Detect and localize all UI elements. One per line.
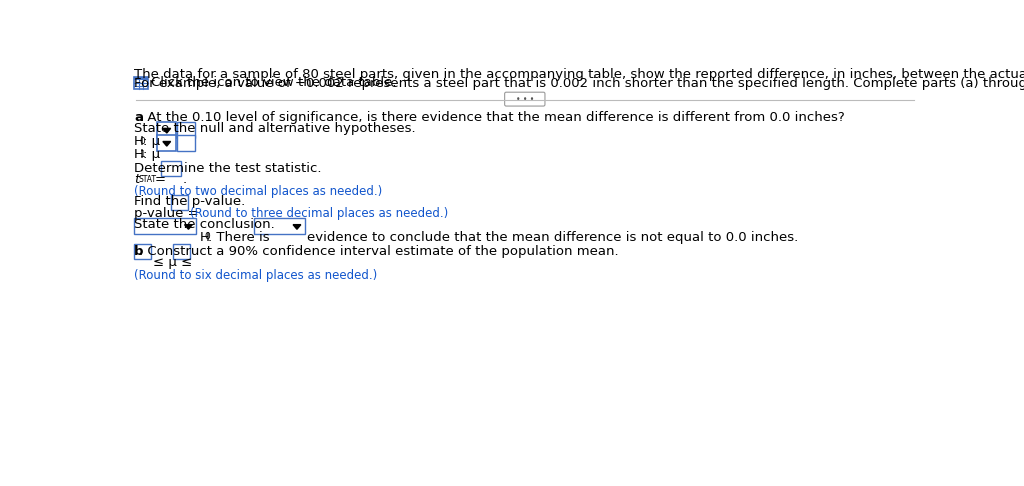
FancyBboxPatch shape <box>134 77 148 89</box>
Text: For example, a value of −0.002 represents a steel part that is 0.002 inch shorte: For example, a value of −0.002 represent… <box>134 77 1024 90</box>
Polygon shape <box>163 141 171 146</box>
Text: State the conclusion.: State the conclusion. <box>134 219 275 231</box>
Text: a: a <box>134 111 143 123</box>
Text: • • •: • • • <box>516 95 534 104</box>
Text: State the null and alternative hypotheses.: State the null and alternative hypothese… <box>134 122 416 135</box>
Text: ≤ μ ≤: ≤ μ ≤ <box>153 256 193 269</box>
Text: t: t <box>134 173 139 186</box>
Text: p-value =: p-value = <box>134 207 199 220</box>
FancyBboxPatch shape <box>177 135 196 151</box>
FancyBboxPatch shape <box>134 244 152 260</box>
FancyBboxPatch shape <box>162 161 181 176</box>
Text: Click the icon to view the data table.: Click the icon to view the data table. <box>152 76 396 89</box>
Text: : μ: : μ <box>142 135 160 148</box>
Polygon shape <box>293 225 301 229</box>
Text: 1: 1 <box>139 150 145 159</box>
Text: Find the p-value.: Find the p-value. <box>134 195 246 208</box>
Text: 0: 0 <box>139 137 145 146</box>
Text: .: . <box>183 173 187 186</box>
Text: (Round to six decimal places as needed.): (Round to six decimal places as needed.) <box>134 269 378 281</box>
FancyBboxPatch shape <box>177 122 196 138</box>
Text: H: H <box>134 135 144 148</box>
Text: Determine the test statistic.: Determine the test statistic. <box>134 161 322 174</box>
FancyBboxPatch shape <box>173 244 190 260</box>
FancyBboxPatch shape <box>254 219 305 234</box>
Text: . There is: . There is <box>208 231 269 244</box>
Text: STAT: STAT <box>139 174 157 184</box>
Text: The data for a sample of 80 steel parts, given in the accompanying table, show t: The data for a sample of 80 steel parts,… <box>134 68 1024 81</box>
Polygon shape <box>184 225 193 229</box>
Text: evidence to conclude that the mean difference is not equal to 0.0 inches.: evidence to conclude that the mean diffe… <box>307 231 799 244</box>
Text: . Construct a 90% confidence interval estimate of the population mean.: . Construct a 90% confidence interval es… <box>139 244 618 258</box>
FancyBboxPatch shape <box>171 194 188 210</box>
Text: H: H <box>134 148 144 161</box>
Text: . At the 0.10 level of significance, is there evidence that the mean difference : . At the 0.10 level of significance, is … <box>139 111 845 123</box>
FancyBboxPatch shape <box>134 77 148 81</box>
Text: b: b <box>134 244 143 258</box>
Text: 0: 0 <box>205 232 211 242</box>
FancyBboxPatch shape <box>505 92 545 106</box>
FancyBboxPatch shape <box>158 135 176 151</box>
Text: : μ: : μ <box>142 148 160 161</box>
Text: =: = <box>155 173 165 186</box>
Text: (Round to two decimal places as needed.): (Round to two decimal places as needed.) <box>134 185 382 198</box>
Text: H: H <box>200 231 209 244</box>
Polygon shape <box>163 128 171 133</box>
FancyBboxPatch shape <box>134 219 197 234</box>
FancyBboxPatch shape <box>158 122 176 138</box>
Text: (Round to three decimal places as needed.): (Round to three decimal places as needed… <box>190 207 449 220</box>
